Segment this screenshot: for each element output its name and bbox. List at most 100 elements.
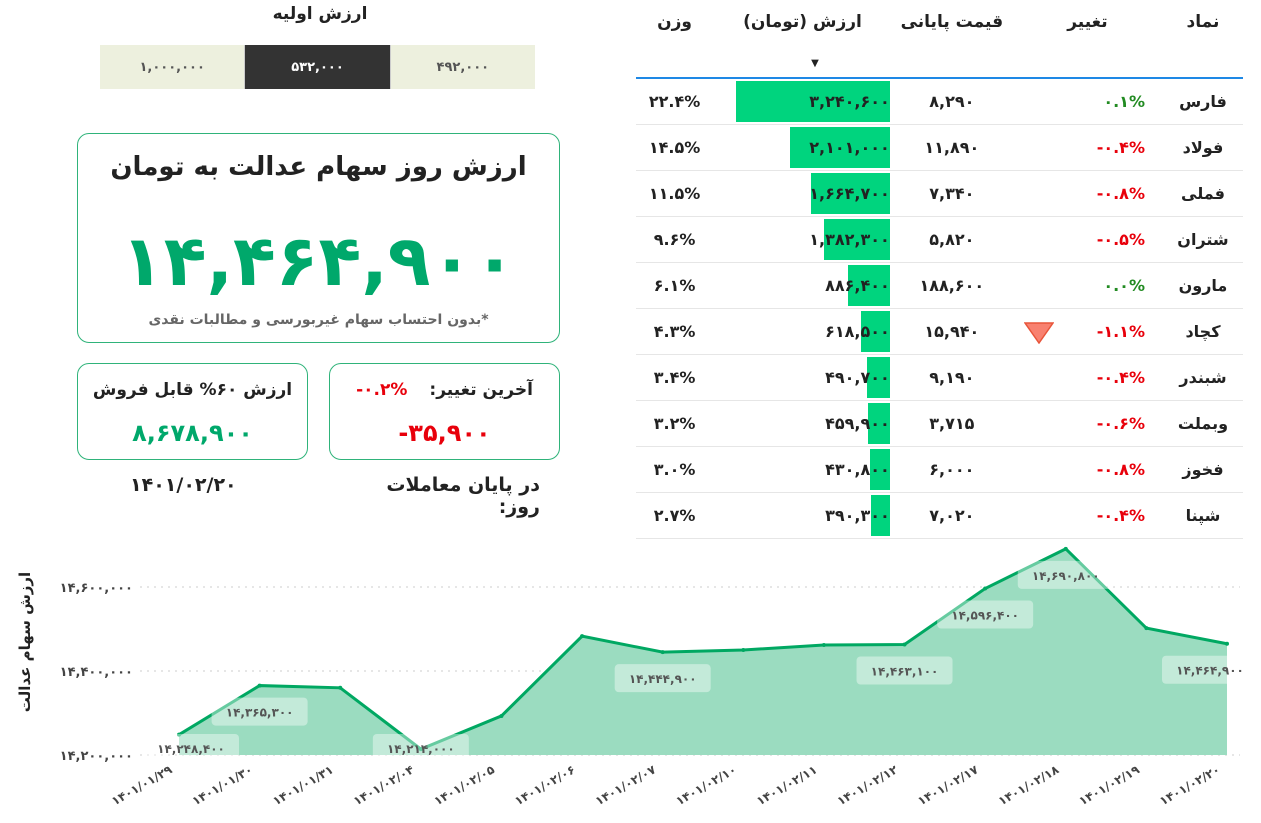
symbol-cell[interactable]: کچاد: [1162, 308, 1243, 355]
y-tick-label: ۱۴,۶۰۰,۰۰۰: [60, 581, 133, 596]
value-bar: [870, 495, 890, 536]
table-row[interactable]: ۳.۴% ۴۹۰,۷۰۰ ۹,۱۹۰ -۰.۴% شبندر: [636, 354, 1243, 401]
header-value[interactable]: ارزش (تومان) ▼: [713, 0, 892, 79]
symbol-cell[interactable]: شبندر: [1162, 354, 1243, 401]
change-cell: -۰.۴%: [1011, 124, 1163, 171]
table-row[interactable]: ۳.۲% ۴۵۹,۹۰۰ ۳,۷۱۵ -۰.۶% وبملت: [636, 400, 1243, 447]
weight-cell: ۶.۱%: [636, 262, 714, 309]
table-row[interactable]: ۹.۶% ۱,۳۸۲,۳۰۰ ۵,۸۲۰ -۰.۵% شتران: [636, 216, 1243, 263]
x-tick-label: ۱۴۰۱/۰۲/۲۰: [1157, 762, 1222, 808]
value-cell: ۳۹۰,۳۰۰: [713, 492, 892, 539]
table-row[interactable]: ۱۱.۵% ۱,۶۶۴,۷۰۰ ۷,۳۴۰ -۰.۸% فملی: [636, 170, 1243, 217]
value-bar: [860, 311, 890, 352]
data-point[interactable]: [499, 713, 504, 718]
data-point[interactable]: [1063, 546, 1068, 551]
symbol-cell[interactable]: وبملت: [1162, 400, 1243, 447]
table-row[interactable]: ۱۴.۵% ۲,۱۰۱,۰۰۰ ۱۱,۸۹۰ -۰.۴% فولاد: [636, 124, 1243, 171]
data-point[interactable]: [580, 634, 585, 639]
value-bar: [866, 357, 890, 398]
data-point[interactable]: [1225, 641, 1229, 646]
data-point[interactable]: [338, 685, 343, 690]
symbol-cell[interactable]: فارس: [1162, 78, 1243, 125]
data-label-bg: [937, 600, 1034, 629]
main-value-card: ارزش روز سهام عدالت به تومان ۱۴,۴۶۴,۹۰۰ …: [77, 133, 560, 343]
table-row[interactable]: ۲.۷% ۳۹۰,۳۰۰ ۷,۰۲۰ -۰.۴% شپنا: [636, 492, 1243, 539]
header-change[interactable]: تغییر: [1011, 0, 1163, 79]
x-tick-label: ۱۴۰۱/۰۲/۰۵: [432, 762, 497, 808]
symbol-cell[interactable]: فولاد: [1162, 124, 1243, 171]
value-cell: ۶۱۸,۵۰۰: [713, 308, 892, 355]
option-532000[interactable]: ۵۳۲,۰۰۰: [244, 45, 391, 89]
x-tick-label: ۱۴۰۱/۰۲/۱۸: [996, 762, 1062, 808]
x-tick-label: ۱۴۰۱/۰۲/۱۰: [673, 762, 738, 808]
data-label-bg: [372, 734, 469, 762]
option-1000000[interactable]: ۱,۰۰۰,۰۰۰: [100, 45, 245, 89]
last-change-value: -۳۵,۹۰۰: [398, 419, 491, 447]
table-row[interactable]: ۳.۰% ۴۳۰,۸۰۰ ۶,۰۰۰ -۰.۸% فخوز: [636, 446, 1243, 493]
symbol-cell[interactable]: شپنا: [1162, 492, 1243, 539]
data-point[interactable]: [257, 683, 262, 688]
sort-desc-icon[interactable]: ▼: [811, 58, 819, 69]
symbol-cell[interactable]: مارون: [1162, 262, 1243, 309]
price-cell: ۷,۳۴۰: [891, 170, 1012, 217]
data-label-bg: [1162, 655, 1258, 684]
x-tick-label: ۱۴۰۱/۰۲/۱۷: [915, 762, 981, 808]
x-tick-label: ۱۴۰۱/۰۱/۳۱: [270, 762, 335, 808]
down-triangle-icon: [1023, 322, 1054, 344]
value-chart: ۱۴,۲۰۰,۰۰۰ ۱۴,۴۰۰,۰۰۰ ۱۴,۶۰۰,۰۰۰ ۱۴,۲۴۸,۴۰۰…: [16, 546, 1258, 808]
data-label-bg: [211, 697, 308, 726]
header-weight[interactable]: وزن: [636, 0, 714, 79]
table-row[interactable]: ۶.۱% ۸۸۶,۴۰۰ ۱۸۸,۶۰۰ ۰.۰% مارون: [636, 262, 1243, 309]
change-cell: ۰.۱%: [1011, 78, 1163, 125]
x-tick-label: ۱۴۰۱/۰۱/۳۰: [190, 762, 255, 808]
price-cell: ۱۵,۹۴۰: [891, 308, 1012, 355]
price-cell: ۹,۱۹۰: [891, 354, 1012, 401]
last-change-card: آخرین تغییر: -۰.۲% -۳۵,۹۰۰: [329, 363, 560, 460]
header-price[interactable]: قیمت پایانی: [891, 0, 1012, 79]
change-cell: ۰.۰%: [1011, 262, 1163, 309]
data-point[interactable]: [1144, 626, 1149, 631]
data-point[interactable]: [418, 747, 423, 752]
price-cell: ۱۸۸,۶۰۰: [891, 262, 1012, 309]
data-label: ۱۴,۲۴۸,۴۰۰: [157, 742, 225, 756]
weight-cell: ۴.۳%: [636, 308, 714, 355]
data-label: ۱۴,۴۶۳,۱۰۰: [871, 664, 939, 678]
data-point[interactable]: [902, 642, 907, 647]
data-point[interactable]: [660, 650, 665, 655]
sellable-title: ارزش ۶۰% قابل فروش: [92, 380, 293, 400]
y-axis-label: ارزش سهام عدالت: [16, 572, 34, 712]
data-label: ۱۴,۶۹۰,۸۰۰: [1032, 569, 1100, 583]
footer-label: در پایان معاملات روز:: [386, 474, 540, 518]
change-cell: -۰.۸%: [1011, 170, 1163, 217]
x-tick-label: ۱۴۰۱/۰۲/۰۴: [351, 762, 416, 808]
data-label-bg: [856, 656, 953, 685]
data-label: ۱۴,۴۶۴,۹۰۰: [1176, 664, 1244, 678]
value-bar: [789, 127, 890, 168]
change-cell: -۰.۶%: [1011, 400, 1163, 447]
symbol-cell[interactable]: فخوز: [1162, 446, 1243, 493]
value-cell: ۴۵۹,۹۰۰: [713, 400, 892, 447]
data-point[interactable]: [821, 642, 826, 647]
x-tick-label: ۱۴۰۱/۰۲/۰۶: [512, 762, 577, 808]
data-point[interactable]: [741, 648, 746, 652]
value-bar: [869, 449, 890, 490]
value-cell: ۱,۶۶۴,۷۰۰: [713, 170, 892, 217]
weight-cell: ۱۱.۵%: [636, 170, 714, 217]
option-492000[interactable]: ۴۹۲,۰۰۰: [390, 45, 535, 89]
table-row[interactable]: ۴.۳% ۶۱۸,۵۰۰ ۱۵,۹۴۰ -۱.۱% کچاد: [636, 308, 1243, 355]
value-bar: [847, 265, 890, 306]
footer-date: ۱۴۰۱/۰۲/۲۰: [130, 474, 237, 496]
price-cell: ۸,۲۹۰: [891, 78, 1012, 125]
value-bar: [823, 219, 890, 260]
header-symbol[interactable]: نماد: [1162, 0, 1243, 79]
x-tick-label: ۱۴۰۱/۰۲/۱۱: [754, 762, 819, 808]
symbol-cell[interactable]: فملی: [1162, 170, 1243, 217]
table-row[interactable]: ۲۲.۴% ۳,۲۴۰,۶۰۰ ۸,۲۹۰ ۰.۱% فارس: [636, 78, 1243, 125]
value-bar: [867, 403, 890, 444]
y-tick-label: ۱۴,۲۰۰,۰۰۰: [60, 749, 133, 764]
value-cell: ۲,۱۰۱,۰۰۰: [713, 124, 892, 171]
data-point[interactable]: [177, 732, 181, 737]
sellable-value: ۸,۶۷۸,۹۰۰: [132, 419, 253, 447]
symbol-cell[interactable]: شتران: [1162, 216, 1243, 263]
data-point[interactable]: [983, 586, 988, 591]
